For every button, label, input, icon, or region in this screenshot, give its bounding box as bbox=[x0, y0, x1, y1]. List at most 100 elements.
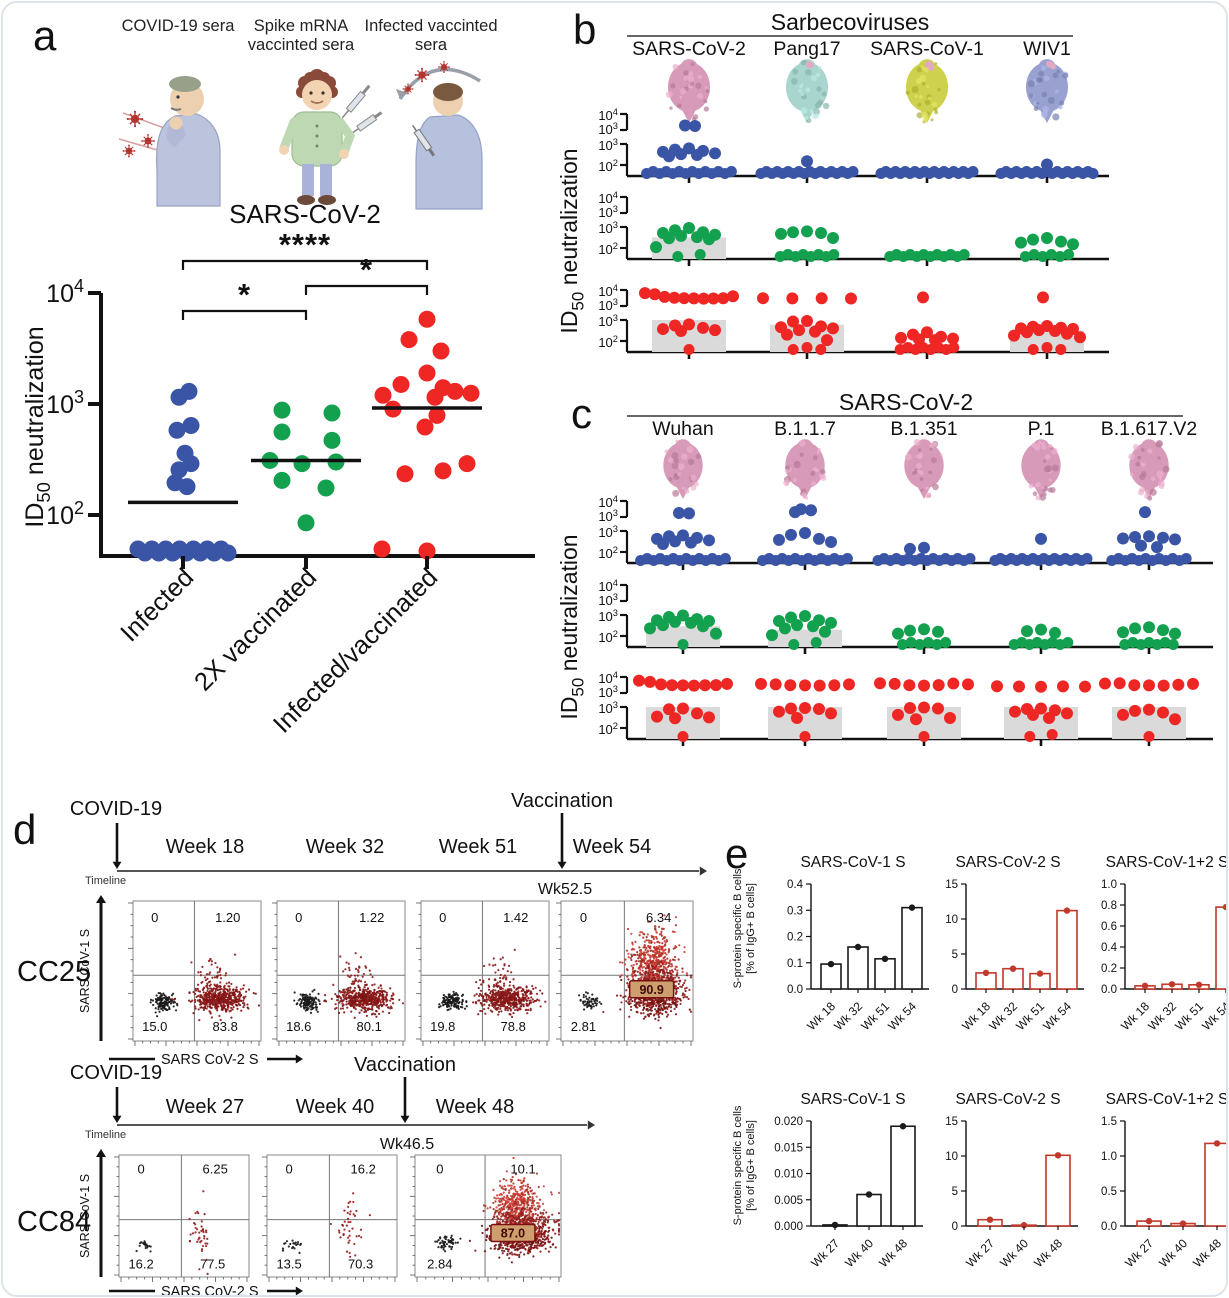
bar-chart-sars-cov-1+2-s: SARS-CoV-1+2 S0.00.51.01.5Wk 27 Wk 40 Wk 4… bbox=[1101, 1091, 1226, 1270]
panel-a: a COVID-19 sera Spike mRNA vaccinted ser… bbox=[15, 9, 563, 785]
panel-c-title: SARS-CoV-2 bbox=[838, 389, 974, 415]
svg-text:0: 0 bbox=[285, 1161, 292, 1176]
svg-text:19.8: 19.8 bbox=[430, 1019, 455, 1034]
svg-text:ID50 neutralization: ID50 neutralization bbox=[21, 326, 54, 527]
svg-text:102: 102 bbox=[598, 158, 618, 174]
svg-text:102: 102 bbox=[598, 721, 618, 737]
svg-text:Week 54: Week 54 bbox=[573, 836, 652, 858]
infected-vaccinated-person-illustration bbox=[396, 60, 483, 210]
spike-protein-icon bbox=[905, 59, 949, 124]
subject-cc25: COVID-19 Vaccination Week 18 Week 32 Week 51… bbox=[17, 790, 707, 1068]
panel-e: e SARS-CoV-1 S S-protein specific B cells… bbox=[719, 830, 1226, 1295]
svg-text:Week 48: Week 48 bbox=[436, 1096, 515, 1118]
svg-text:Infected: Infected bbox=[115, 563, 199, 647]
svg-text:102: 102 bbox=[598, 629, 618, 645]
flow-plot-week-40: 0 16.2 13.5 70.3 bbox=[262, 1154, 398, 1282]
svg-text:2.81: 2.81 bbox=[571, 1019, 596, 1034]
coughing-person-illustration bbox=[118, 76, 221, 207]
svg-text:SARS CoV-2 S: SARS CoV-2 S bbox=[161, 1284, 259, 1297]
panel-b-label: b bbox=[573, 6, 597, 53]
svg-text:77.5: 77.5 bbox=[200, 1256, 225, 1271]
svg-text:16.2: 16.2 bbox=[128, 1256, 153, 1271]
svg-text:SARS-CoV-2: SARS-CoV-2 bbox=[632, 38, 746, 60]
svg-text:P.1: P.1 bbox=[1028, 418, 1055, 440]
svg-text:CC25: CC25 bbox=[17, 956, 91, 988]
svg-text:COVID-19: COVID-19 bbox=[70, 798, 162, 820]
svg-text:103: 103 bbox=[598, 524, 618, 540]
panel-c-strip-charts: Wuhan B.1.1.7 B.1.351 P.1 B.1.617.V2 ID50 neu… bbox=[556, 415, 1213, 746]
spike-protein-icon bbox=[783, 439, 827, 500]
svg-text:Timeline: Timeline bbox=[85, 1129, 126, 1141]
svg-text:103: 103 bbox=[598, 313, 618, 329]
svg-text:103: 103 bbox=[598, 137, 618, 153]
svg-text:Timeline: Timeline bbox=[85, 875, 126, 887]
svg-text:103: 103 bbox=[598, 684, 618, 700]
svg-text:104: 104 bbox=[46, 276, 84, 308]
bar-chart-sars-cov-1-s: SARS-CoV-1 SS-protein specific B cells [%… bbox=[732, 1091, 923, 1270]
svg-text:1.20: 1.20 bbox=[215, 910, 240, 925]
svg-text:102: 102 bbox=[598, 241, 618, 257]
svg-text:*: * bbox=[360, 252, 373, 287]
panel-d-label: d bbox=[13, 806, 37, 853]
svg-text:Wk46.5: Wk46.5 bbox=[380, 1136, 434, 1153]
panel-d: d COVID-19 Vaccination Week 18 Week 32 Week … bbox=[5, 790, 723, 1297]
svg-text:1.42: 1.42 bbox=[503, 910, 528, 925]
svg-text:6.25: 6.25 bbox=[203, 1161, 228, 1176]
flow-plot-week-32: 0 1.22 18.6 80.1 bbox=[272, 900, 406, 1046]
spike-protein-icon bbox=[663, 439, 703, 499]
svg-text:0: 0 bbox=[580, 910, 587, 925]
spike-protein-icon bbox=[785, 59, 830, 124]
svg-text:B.1.351: B.1.351 bbox=[890, 418, 957, 440]
svg-text:0: 0 bbox=[137, 1161, 144, 1176]
svg-text:Vaccination: Vaccination bbox=[511, 790, 613, 812]
svg-text:SARS CoV-2 S: SARS CoV-2 S bbox=[161, 1052, 259, 1068]
svg-text:Wuhan: Wuhan bbox=[652, 418, 713, 440]
panel-c-label: c bbox=[571, 390, 592, 437]
svg-text:0: 0 bbox=[151, 910, 158, 925]
svg-text:13.5: 13.5 bbox=[276, 1256, 301, 1271]
svg-text:103: 103 bbox=[598, 297, 618, 313]
svg-text:B.1.1.7: B.1.1.7 bbox=[774, 418, 836, 440]
subject-cc84: COVID-19 Vaccination Week 27 Week 40 Week 48… bbox=[17, 1054, 595, 1297]
svg-text:SARS-CoV-1: SARS-CoV-1 bbox=[870, 38, 984, 60]
panel-e-label: e bbox=[725, 830, 749, 877]
svg-text:103: 103 bbox=[598, 121, 618, 137]
svg-text:90.9: 90.9 bbox=[639, 983, 663, 997]
svg-text:70.3: 70.3 bbox=[348, 1256, 373, 1271]
spike-protein-icon bbox=[1021, 439, 1061, 501]
panel-b-title: Sarbecoviruses bbox=[770, 9, 930, 35]
spike-protein-icon bbox=[1128, 439, 1170, 501]
svg-text:SARS CoV-1 S: SARS CoV-1 S bbox=[78, 1174, 92, 1258]
svg-text:WIV1: WIV1 bbox=[1023, 38, 1071, 60]
panel-a-chart-title: SARS-CoV-2 bbox=[229, 199, 381, 229]
svg-text:102: 102 bbox=[598, 334, 618, 350]
caption-covid-sera: COVID-19 sera bbox=[121, 17, 235, 35]
svg-text:Week 51: Week 51 bbox=[439, 836, 518, 858]
svg-text:0: 0 bbox=[295, 910, 302, 925]
spike-protein-icon bbox=[904, 438, 944, 499]
svg-text:103: 103 bbox=[598, 204, 618, 220]
bar-chart-sars-cov-1+2-s: SARS-CoV-1+2 S0.00.20.40.60.81.0Wk 18Wk … bbox=[1101, 854, 1226, 1033]
panel-d-flow-cytometry: COVID-19 Vaccination Week 18 Week 32 Week 51… bbox=[17, 790, 707, 1297]
bar-chart-sars-cov-1-s: SARS-CoV-1 SS-protein specific B cells [%… bbox=[732, 854, 929, 1033]
flow-plot-week-18: 0 1.20 15.0 83.8 bbox=[128, 900, 262, 1046]
svg-text:ID50 neutralization: ID50 neutralization bbox=[556, 148, 587, 333]
svg-text:Pang17: Pang17 bbox=[773, 38, 840, 60]
caption-spike-mrna-sera: Spike mRNA vaccinted sera bbox=[247, 17, 355, 54]
flow-plot-week-51: 0 1.42 19.8 78.8 bbox=[416, 900, 550, 1046]
spike-protein-icon bbox=[1025, 59, 1069, 123]
svg-text:*: * bbox=[238, 277, 251, 312]
svg-text:15.0: 15.0 bbox=[142, 1019, 167, 1034]
svg-text:Vaccination: Vaccination bbox=[354, 1054, 456, 1076]
svg-text:16.2: 16.2 bbox=[351, 1161, 376, 1176]
svg-text:Week 40: Week 40 bbox=[296, 1096, 375, 1118]
spike-protein-icon bbox=[665, 59, 711, 123]
svg-text:103: 103 bbox=[598, 508, 618, 524]
svg-text:78.8: 78.8 bbox=[501, 1019, 526, 1034]
svg-text:Wk52.5: Wk52.5 bbox=[538, 881, 592, 898]
svg-text:SARS CoV-1 S: SARS CoV-1 S bbox=[78, 929, 92, 1013]
panel-c: c SARS-CoV-2 Wuhan B.1.1.7 B.1.351 P.1 B.1.6… bbox=[556, 389, 1226, 785]
